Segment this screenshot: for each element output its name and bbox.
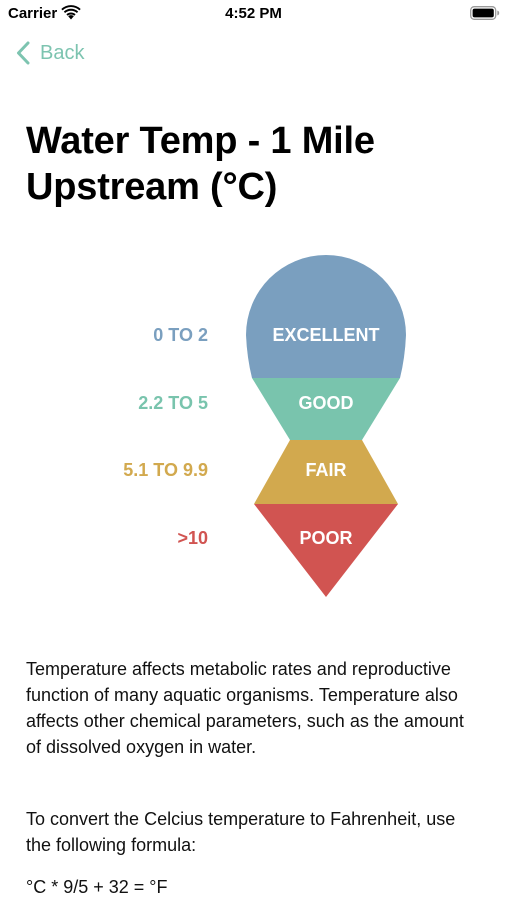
page-title: Water Temp - 1 Mile Upstream (°C)	[26, 120, 375, 208]
back-button[interactable]: Back	[16, 38, 84, 68]
band-fair-shape	[254, 440, 398, 504]
wifi-icon	[61, 5, 81, 20]
chevron-left-icon	[17, 41, 30, 65]
range-label-good: 2.2 TO 5	[138, 393, 208, 413]
rating-label-good: GOOD	[298, 393, 354, 413]
range-label-excellent: 0 TO 2	[153, 325, 208, 345]
quality-scale: 0 TO 2 2.2 TO 5 5.1 TO 9.9 >10 EXCELLENT…	[0, 255, 507, 605]
band-good-shape	[252, 378, 400, 440]
rating-label-excellent: EXCELLENT	[272, 325, 380, 345]
clock-time: 4:52 PM	[225, 5, 282, 22]
status-bar: Carrier 4:52 PM	[0, 0, 507, 30]
conversion-instructions: To convert the Celcius temperature to Fa…	[26, 809, 456, 855]
range-label-fair: 5.1 TO 9.9	[123, 460, 208, 480]
description-paragraph: Temperature affects metabolic rates and …	[26, 659, 464, 757]
carrier-label: Carrier	[8, 5, 58, 22]
band-excellent-shape	[246, 255, 406, 378]
conversion-formula: °C * 9/5 + 32 = °F	[26, 877, 168, 897]
range-label-poor: >10	[177, 528, 208, 548]
band-poor-shape	[254, 504, 398, 597]
quality-scale-graphic	[246, 255, 406, 597]
back-label: Back	[40, 41, 85, 64]
battery-icon	[470, 6, 500, 20]
rating-label-fair: FAIR	[305, 460, 347, 480]
rating-label-poor: POOR	[299, 528, 353, 548]
